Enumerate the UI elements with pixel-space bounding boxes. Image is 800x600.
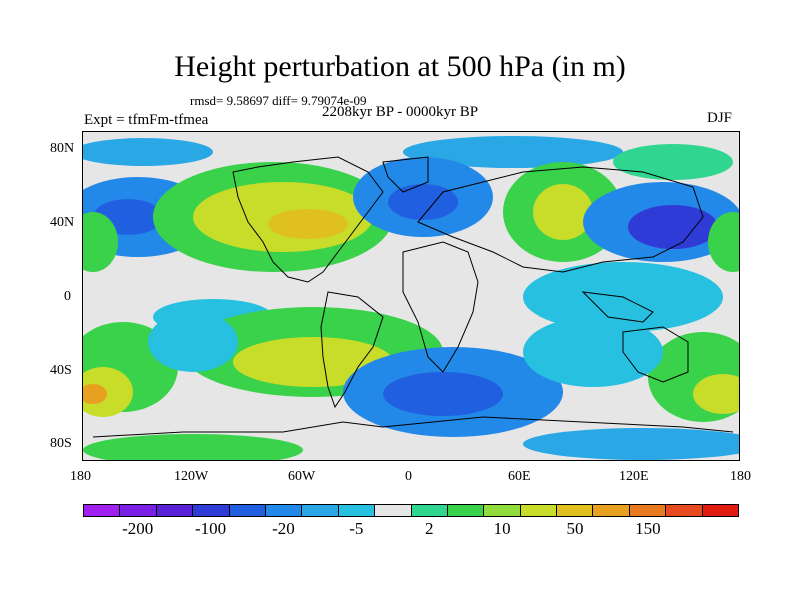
colorbar-label: -200 — [122, 519, 154, 538]
contour-region — [708, 212, 739, 272]
contour-region — [268, 209, 348, 239]
australia-coast — [622, 326, 689, 383]
colorbar-label: 2 — [424, 519, 434, 538]
lat-tick: 80N — [50, 141, 75, 156]
colorbar-label: -20 — [272, 519, 295, 538]
contour-region — [383, 372, 503, 416]
north-america-coast — [232, 156, 384, 283]
lon-tick: 0 — [405, 469, 412, 484]
contour-region — [83, 434, 303, 460]
lat-tick: 40S — [50, 363, 72, 378]
colorbar-label: -5 — [349, 519, 364, 538]
colorbar-swatch — [666, 505, 703, 516]
stats-label: rmsd= 9.58697 diff= 9.79074e-09 — [190, 93, 367, 108]
colorbar-label: 10 — [493, 519, 511, 538]
contour-region — [523, 317, 663, 387]
contour-region — [403, 136, 623, 168]
colorbar-swatch — [338, 505, 376, 516]
contour-region — [523, 428, 739, 460]
colorbar-swatch — [702, 505, 739, 516]
colorbar-swatch — [156, 505, 194, 516]
colorbar-swatch — [484, 505, 521, 516]
colorbar-swatch — [302, 505, 339, 516]
lon-tick: 180 — [70, 469, 91, 484]
south-america-coast — [320, 291, 384, 409]
map-panel — [82, 131, 740, 461]
contour-region — [83, 138, 213, 166]
contour-region — [83, 367, 133, 417]
colorbar-swatch — [120, 505, 157, 516]
colorbar-swatch — [629, 505, 667, 516]
lon-tick: 120W — [174, 469, 209, 484]
contour-fill — [83, 136, 739, 460]
lon-tick: 60E — [508, 469, 531, 484]
contour-region — [83, 384, 107, 404]
colorbar-label: 150 — [635, 519, 661, 538]
colorbar-swatch — [520, 505, 558, 516]
colorbar-swatch — [229, 505, 266, 516]
colorbar-label: -100 — [194, 519, 227, 538]
islands-coast — [581, 291, 654, 323]
colorbar-swatch — [375, 505, 412, 516]
period-label: 2208kyr BP - 0000kyr BP — [322, 104, 479, 120]
africa-coast — [402, 241, 479, 373]
colorbar-label: 50 — [566, 519, 584, 538]
contour-region — [628, 205, 718, 249]
colorbar-swatch — [193, 505, 230, 516]
experiment-label: Expt = tfmFm-tfmea — [84, 112, 209, 128]
greenland-coast — [382, 156, 429, 193]
field-plot — [83, 132, 739, 460]
contour-region — [388, 184, 458, 220]
lon-tick: 120E — [619, 469, 649, 484]
map-title: Height perturbation at 500 hPa (in m) — [174, 50, 626, 83]
contour-region — [693, 374, 739, 414]
eurasia-coast — [417, 166, 704, 273]
colorbar-swatch — [593, 505, 630, 516]
colorbar-swatch — [84, 505, 121, 516]
lat-tick: 0 — [64, 289, 71, 304]
lon-tick: 60W — [288, 469, 316, 484]
colorbar — [83, 504, 739, 517]
colorbar-swatch — [265, 505, 303, 516]
coastlines — [92, 156, 734, 438]
contour-region — [83, 212, 118, 272]
colorbar-swatch — [557, 505, 594, 516]
lon-tick: 180 — [730, 469, 751, 484]
antarctica-coast — [92, 416, 734, 438]
lat-tick: 80S — [50, 436, 72, 451]
colorbar-swatch — [411, 505, 448, 516]
colorbar-swatch — [447, 505, 485, 516]
contour-region — [613, 144, 733, 180]
contour-region — [148, 312, 238, 372]
season-label: DJF — [707, 110, 733, 126]
contour-region — [533, 184, 593, 240]
lat-tick: 40N — [50, 215, 75, 230]
